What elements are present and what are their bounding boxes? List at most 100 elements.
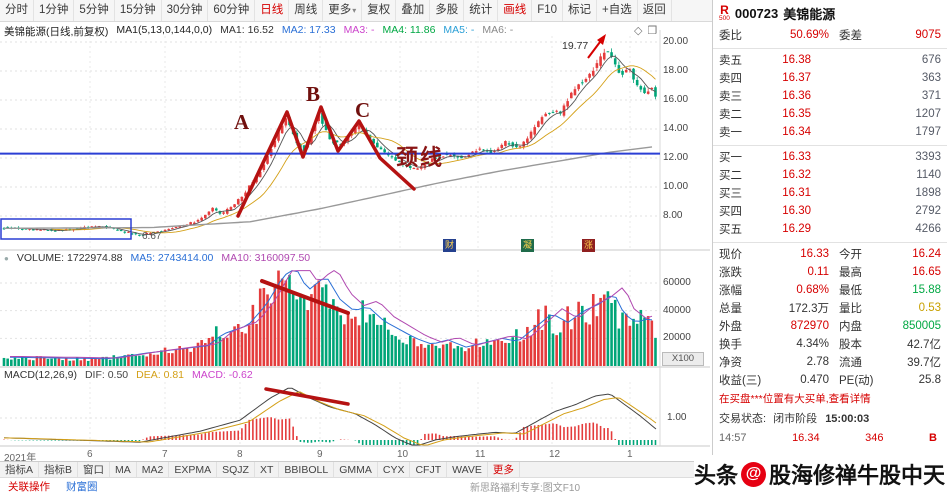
panel-icon[interactable]: ❐ <box>647 25 658 37</box>
ob-label: 卖一 <box>719 127 742 139</box>
letter-a-annotation: A <box>234 110 250 134</box>
toolbar-item-daily[interactable]: 日线 <box>255 0 290 21</box>
toolbar-item-f10[interactable]: F10 <box>532 0 564 21</box>
quote-panel: R 500 000723 美锦能源 委比 50.69% 委差 9075 卖五 16… <box>712 0 947 455</box>
macd-value: MACD(12,26,9) <box>4 369 77 381</box>
toolbar-item-min-30[interactable]: 30分钟 <box>162 0 209 21</box>
toolbar-item-min-5[interactable]: 5分钟 <box>74 0 115 21</box>
indicator-tab-indicator-b[interactable]: 指标B <box>39 462 79 477</box>
stat-row: 净资 2.78 流通 39.7亿 <box>713 353 947 371</box>
logo-r: R <box>720 2 729 17</box>
bid-row[interactable]: 买四 16.30 2792 <box>713 202 947 220</box>
ob-price: 16.36 <box>782 90 811 102</box>
stat-label: 换手 <box>719 339 742 351</box>
stat-label: 股本 <box>839 339 862 351</box>
stat-value: 25.8 <box>918 374 941 386</box>
last-tick-row[interactable]: 14:57 16.34 346 B <box>713 429 947 447</box>
indicator-tab-xt[interactable]: XT <box>255 462 280 477</box>
stat-value: 4.34% <box>796 338 829 350</box>
bid-row[interactable]: 买五 16.29 4266 <box>713 220 947 238</box>
x-axis-month: 1 <box>627 449 633 460</box>
volume-value: MA5: 2743414.00 <box>130 252 214 264</box>
toolbar-item-fuquan[interactable]: 复权 <box>362 0 397 21</box>
stat-label: 收益(三) <box>719 375 762 387</box>
main-chart-canvas[interactable] <box>0 0 712 493</box>
toolbar-item-overlay[interactable]: 叠加 <box>396 0 431 21</box>
bid-row[interactable]: 买一 16.33 3393 <box>713 148 947 166</box>
ask-row[interactable]: 卖五 16.38 676 <box>713 51 947 69</box>
big-order-alert-link[interactable]: 在买盘***位置有大买单,查看详情 <box>719 393 871 405</box>
promo-badge[interactable]: 财 <box>443 239 456 252</box>
diamond-icon[interactable]: ◇ <box>634 25 643 37</box>
indicator-tab-ma[interactable]: MA <box>110 462 137 477</box>
indicator-toolbar: 指标A 指标B 窗口 MA MA2 EXPMA SQJZ XT BBIBOLL GMMA CYX CF… <box>0 461 712 478</box>
stat-value: 0.68% <box>796 284 829 296</box>
price-axis-label: 10.00 <box>663 181 689 192</box>
volume-axis-label: 40000 <box>663 305 691 316</box>
ma-value: MA5: - <box>443 24 475 36</box>
bid-levels: 买一 16.33 3393 买二 16.32 1140 买三 16.31 1898 买四 16.30… <box>713 148 947 238</box>
status-value: 闭市阶段 <box>773 413 818 425</box>
ask-row[interactable]: 卖一 16.34 1797 <box>713 123 947 141</box>
toolbar-item-back[interactable]: 返回 <box>638 0 672 21</box>
stat-label: 量比 <box>839 303 862 315</box>
toolbar-item-weekly[interactable]: 周线 <box>289 0 324 21</box>
indicator-tab-more[interactable]: 更多 <box>488 462 520 477</box>
bid-row[interactable]: 买二 16.32 1140 <box>713 166 947 184</box>
stat-label: 现价 <box>719 249 742 261</box>
volume-axis-label: 20000 <box>663 332 691 343</box>
indicator-tab-sqjz[interactable]: SQJZ <box>217 462 255 477</box>
ask-row[interactable]: 卖三 16.36 371 <box>713 87 947 105</box>
indicator-tab-gmma[interactable]: GMMA <box>334 462 378 477</box>
indicator-tab-window[interactable]: 窗口 <box>78 462 111 477</box>
toolbar-item-add-watchlist[interactable]: +自选 <box>597 0 638 21</box>
volume-value: VOLUME: 1722974.88 <box>16 252 123 264</box>
indicator-tab-cfjt[interactable]: CFJT <box>410 462 448 477</box>
ob-label: 买五 <box>719 224 742 236</box>
bottom-tab-related-actions[interactable]: 关联操作 <box>8 480 50 493</box>
toolbar-item-min-1[interactable]: 1分钟 <box>34 0 75 21</box>
toolbar-item-multi-stock[interactable]: 多股 <box>430 0 465 21</box>
indicator-tab-cyx[interactable]: CYX <box>378 462 411 477</box>
ask-row[interactable]: 卖二 16.35 1207 <box>713 105 947 123</box>
toolbar-item-min-15[interactable]: 15分钟 <box>115 0 162 21</box>
toolbar-item-fenshi[interactable]: 分时 <box>0 0 34 21</box>
indicator-tab-wave[interactable]: WAVE <box>447 462 488 477</box>
indicator-tab-expma[interactable]: EXPMA <box>169 462 218 477</box>
toolbar-item-mark[interactable]: 标记 <box>563 0 598 21</box>
stat-value: 0.11 <box>807 266 829 278</box>
promo-badge[interactable]: 凝 <box>521 239 534 252</box>
stat-row: 涨幅 0.68% 最低 15.88 <box>713 281 947 299</box>
toolbar-item-more-periods[interactable]: 更多▾ <box>323 0 363 21</box>
ask-row[interactable]: 卖四 16.37 363 <box>713 69 947 87</box>
macd-axis-label: 1.00 <box>667 412 687 423</box>
price-axis-label: 20.00 <box>663 36 689 47</box>
stat-value: 0.470 <box>800 374 829 386</box>
ob-price: 16.37 <box>782 72 811 84</box>
stat-value: 0.53 <box>918 302 941 314</box>
toolbar-item-min-60[interactable]: 60分钟 <box>208 0 256 21</box>
promo-badge[interactable]: 涨 <box>582 239 595 252</box>
volume-pane-header: ● VOLUME: 1722974.88 MA5: 2743414.00 MA10:… <box>4 252 310 264</box>
volume-values: VOLUME: 1722974.88 MA5: 2743414.00 MA10: 3… <box>17 252 310 264</box>
stat-label: PE(动) <box>839 375 874 387</box>
ob-qty: 2792 <box>915 205 941 217</box>
ma-value: MA6: - <box>482 24 514 36</box>
indicator-tab-indicator-a[interactable]: 指标A <box>0 462 40 477</box>
bottom-tab-wealth-circle[interactable]: 财富圈 <box>66 480 98 493</box>
ma-params: MA1(5,13,0,144,0,0) <box>116 24 213 36</box>
at-logo-icon: @ <box>741 461 767 487</box>
indicator-tab-bbiboll[interactable]: BBIBOLL <box>279 462 335 477</box>
ob-label: 买三 <box>719 188 742 200</box>
toolbar-item-statistics[interactable]: 统计 <box>464 0 499 21</box>
ob-price: 16.29 <box>782 223 811 235</box>
indicator-tab-ma2[interactable]: MA2 <box>137 462 170 477</box>
ob-price: 16.34 <box>782 126 811 138</box>
toolbar-item-draw-line[interactable]: 画线 <box>498 0 533 21</box>
tick-volume: 346 <box>865 432 884 444</box>
x-axis-month: 11 <box>475 449 486 460</box>
ob-qty: 363 <box>921 72 941 84</box>
macd-values: MACD(12,26,9) DIF: 0.50 DEA: 0.81 MACD: -0.… <box>4 369 253 381</box>
bid-row[interactable]: 买三 16.31 1898 <box>713 184 947 202</box>
watermark-branding: 头条 @ 股海修禅牛股中天 <box>694 455 947 493</box>
